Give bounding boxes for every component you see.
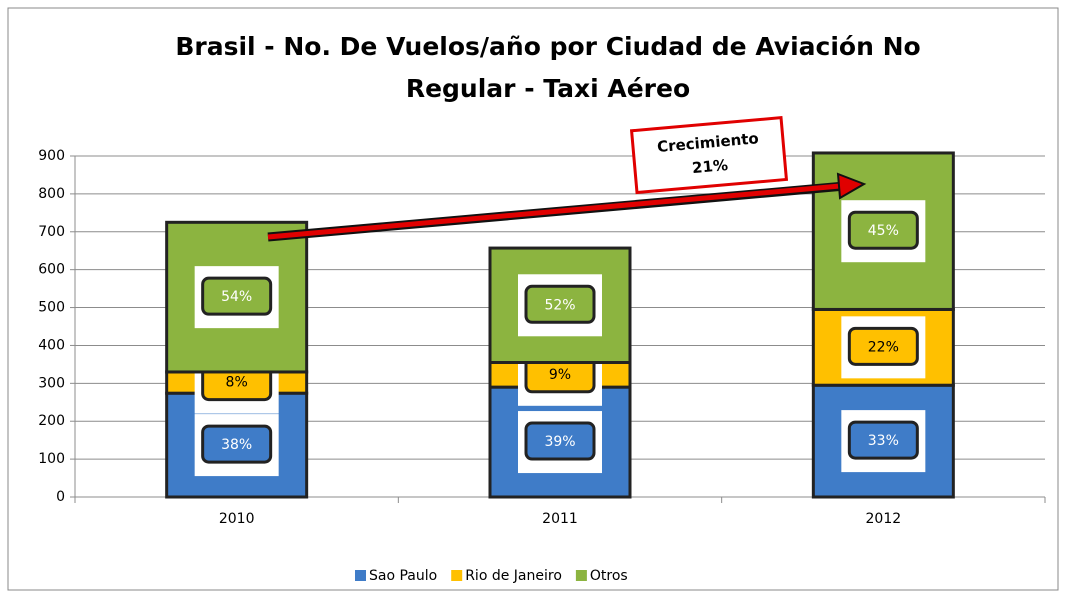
x-tick-label: 2011 — [542, 511, 578, 527]
data-label: 9% — [549, 367, 571, 383]
y-tick-label: 900 — [38, 148, 65, 164]
growth-arrow-inner — [267, 183, 841, 240]
chart-subtitle: Regular - Taxi Aéreo — [406, 74, 690, 103]
x-tick-label: 2010 — [219, 511, 255, 527]
y-tick-label: 800 — [38, 186, 65, 202]
y-tick-label: 600 — [38, 262, 65, 278]
data-label: 45% — [868, 223, 899, 239]
label-box — [524, 284, 596, 324]
y-tick-label: 0 — [56, 489, 65, 505]
data-label: 22% — [868, 339, 899, 355]
y-tick-label: 100 — [38, 451, 65, 467]
data-label: 39% — [544, 434, 575, 450]
legend-swatch — [575, 570, 587, 581]
y-tick-label: 400 — [38, 337, 65, 353]
annotation-text: 21% — [691, 156, 728, 177]
y-tick-label: 700 — [38, 224, 65, 240]
label-box — [524, 421, 596, 461]
y-tick-label: 300 — [38, 375, 65, 391]
legend-label: Otros — [590, 568, 628, 584]
data-label: 52% — [544, 297, 575, 313]
label-box — [201, 424, 273, 464]
data-label: 8% — [226, 375, 248, 391]
data-label: 54% — [221, 289, 252, 305]
data-label: 38% — [221, 437, 252, 453]
chart-title: Brasil - No. De Vuelos/año por Ciudad de… — [175, 32, 920, 61]
legend-swatch — [355, 570, 366, 581]
label-box — [847, 326, 919, 366]
label-box — [847, 420, 919, 460]
annotation-box — [629, 116, 789, 195]
legend-label: Sao Paulo — [369, 568, 437, 584]
label-box — [201, 276, 273, 316]
y-tick-label: 500 — [38, 300, 65, 316]
y-tick-label: 200 — [38, 413, 65, 429]
legend-swatch — [451, 570, 463, 581]
x-tick-label: 2012 — [866, 511, 902, 527]
data-label: 33% — [868, 433, 899, 449]
label-box — [847, 210, 919, 250]
arrow-head — [836, 172, 867, 200]
legend-label: Rio de Janeiro — [465, 568, 562, 584]
